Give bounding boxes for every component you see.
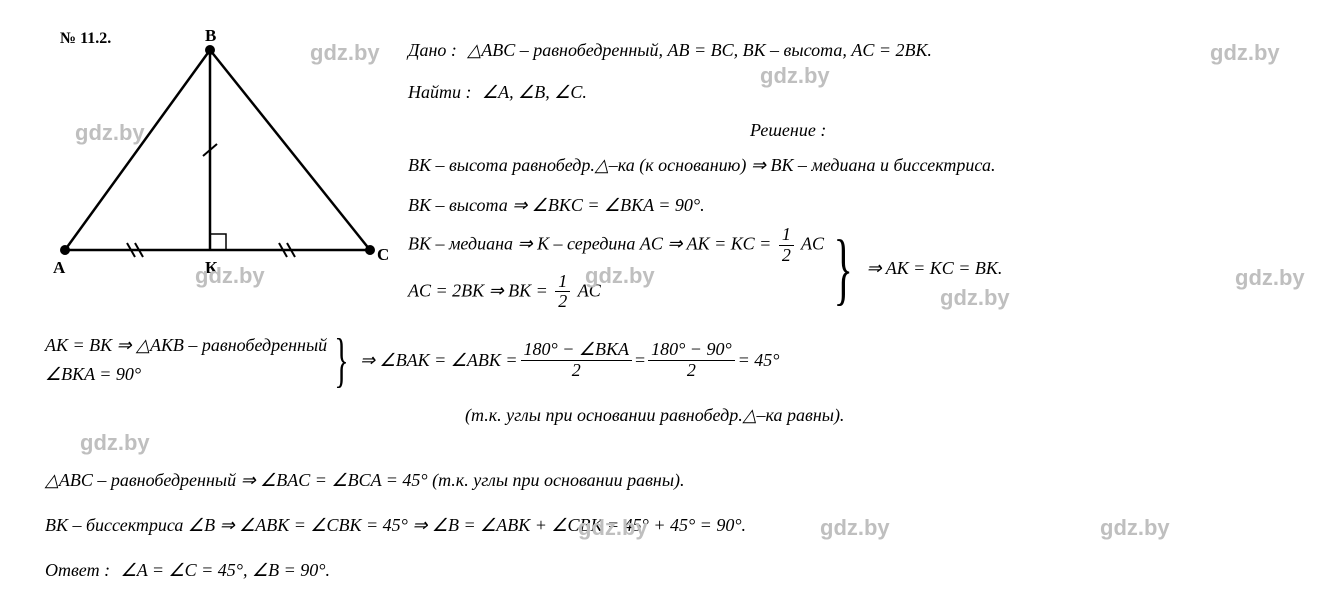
b1-l1-b: AC — [801, 233, 824, 253]
b1-l2-den: 2 — [555, 292, 570, 312]
b2-l1: AК = BК ⇒ △AКB – равнобедренный — [45, 331, 327, 360]
find-label: Найти : — [408, 82, 472, 102]
answer-label: Ответ : — [45, 560, 110, 580]
vertex-B-label: B — [205, 26, 216, 46]
b1-l1-num: 1 — [779, 225, 794, 246]
b2-res-pre: ⇒ ∠BAК = ∠ABК = — [360, 350, 518, 371]
watermark: gdz.by — [1100, 515, 1170, 541]
watermark: gdz.by — [1235, 265, 1305, 291]
frac-b-num: 180° − 90° — [648, 340, 735, 361]
b2-res-post: = 45° — [738, 350, 780, 371]
find-line: Найти : ∠A, ∠B, ∠C. — [408, 82, 587, 103]
b1-l2-b: AC — [578, 280, 601, 300]
brace-block-2: AК = BК ⇒ △AКB – равнобедренный ∠BКA = 9… — [45, 330, 780, 390]
vertex-A-label: A — [53, 258, 65, 278]
answer-line: Ответ : ∠A = ∠C = 45°, ∠B = 90°. — [45, 560, 330, 581]
watermark: gdz.by — [760, 63, 830, 89]
page-content: № 11.2. A B C К — [30, 15, 1314, 575]
b1-result: ⇒ AК = КC = BК. — [866, 258, 1002, 279]
paren-note: (т.к. углы при основании равнобедр.△–ка … — [465, 405, 844, 426]
solution-label: Решение : — [750, 120, 826, 141]
step-1: BК – высота равнобедр.△–ка (к основанию)… — [408, 155, 995, 176]
answer-text: ∠A = ∠C = 45°, ∠B = 90°. — [121, 560, 330, 580]
b1-l2-a: AC = 2BК ⇒ BК = — [408, 280, 548, 300]
watermark: gdz.by — [1210, 40, 1280, 66]
triangle-svg — [45, 30, 385, 280]
vertex-K-label: К — [205, 258, 217, 278]
given-label: Дано : — [408, 40, 457, 60]
step-2: BК – высота ⇒ ∠BКC = ∠BКA = 90°. — [408, 195, 705, 216]
right-brace-icon-2: } — [334, 330, 348, 390]
step-4: BК – биссектриса ∠B ⇒ ∠ABК = ∠CBК = 45° … — [45, 515, 746, 536]
b2-l2: ∠BКA = 90° — [45, 360, 327, 389]
watermark: gdz.by — [80, 430, 150, 456]
given-text: △ABC – равнобедренный, AB = BC, BК – выс… — [467, 40, 932, 60]
frac-b-den: 2 — [648, 361, 735, 381]
b1-l1-a: BК – медиана ⇒ К – середина AC ⇒ AК = КC… — [408, 233, 771, 253]
right-brace-icon: } — [834, 229, 853, 309]
step-3: △ABC – равнобедренный ⇒ ∠BAC = ∠BCA = 45… — [45, 470, 685, 491]
brace-block-1: BК – медиана ⇒ К – середина AC ⇒ AК = КC… — [408, 225, 1002, 312]
b1-l1-den: 2 — [779, 246, 794, 266]
given-line: Дано : △ABC – равнобедренный, AB = BC, B… — [408, 40, 932, 61]
vertex-C-label: C — [377, 245, 389, 265]
b1-l2-num: 1 — [555, 272, 570, 293]
find-text: ∠A, ∠B, ∠C. — [482, 82, 587, 102]
triangle-figure: A B C К — [45, 30, 385, 280]
watermark: gdz.by — [820, 515, 890, 541]
frac-a-den: 2 — [521, 361, 632, 381]
frac-a-num: 180° − ∠BКA — [521, 340, 632, 361]
